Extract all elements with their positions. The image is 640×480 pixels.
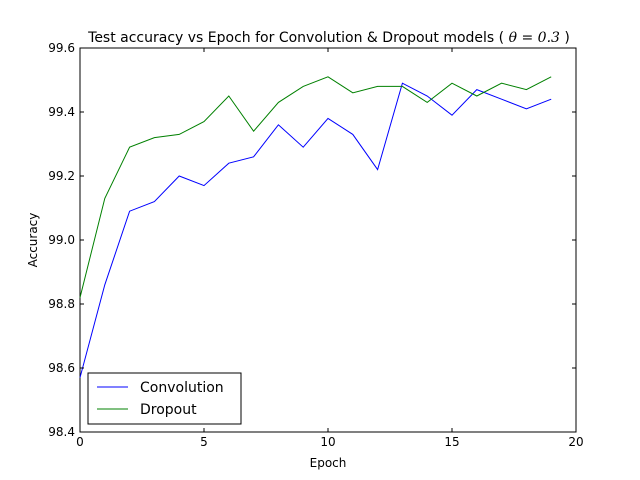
y-tick-label: 99.2	[48, 169, 75, 183]
series-line-convolution	[79, 82, 552, 378]
y-tick-label: 99.6	[48, 41, 75, 55]
x-axis-label: Epoch	[310, 456, 347, 470]
y-tick-label: 98.6	[48, 361, 75, 375]
x-tick-label: 20	[568, 435, 583, 449]
legend-box	[87, 372, 242, 425]
y-tick-label: 98.4	[48, 425, 75, 439]
y-tick-label: 99.4	[48, 105, 75, 119]
chart-title-math: θ = 0.3	[509, 30, 560, 46]
legend: Convolution Dropout	[87, 372, 242, 425]
series-layer	[79, 76, 552, 378]
legend-label-dropout: Dropout	[140, 402, 197, 418]
chart-title: Test accuracy vs Epoch for Convolution &…	[87, 30, 570, 46]
y-tick-label: 98.8	[48, 297, 75, 311]
legend-label-convolution: Convolution	[140, 380, 224, 396]
y-tick-label: 99.0	[48, 233, 75, 247]
series-line-dropout	[79, 76, 552, 298]
y-axis-label: Accuracy	[26, 213, 40, 268]
x-tick-label: 5	[200, 435, 208, 449]
chart-title-main: Test accuracy vs Epoch for Convolution &…	[87, 30, 504, 46]
x-tick-label: 15	[444, 435, 459, 449]
ticks-layer: 0 5 10 15 20 98.4 98.6 98.8 99.0 99.2 99.4 99.6	[48, 41, 583, 449]
x-tick-label: 0	[76, 435, 84, 449]
x-tick-label: 10	[320, 435, 335, 449]
chart-title-close: )	[564, 30, 569, 46]
